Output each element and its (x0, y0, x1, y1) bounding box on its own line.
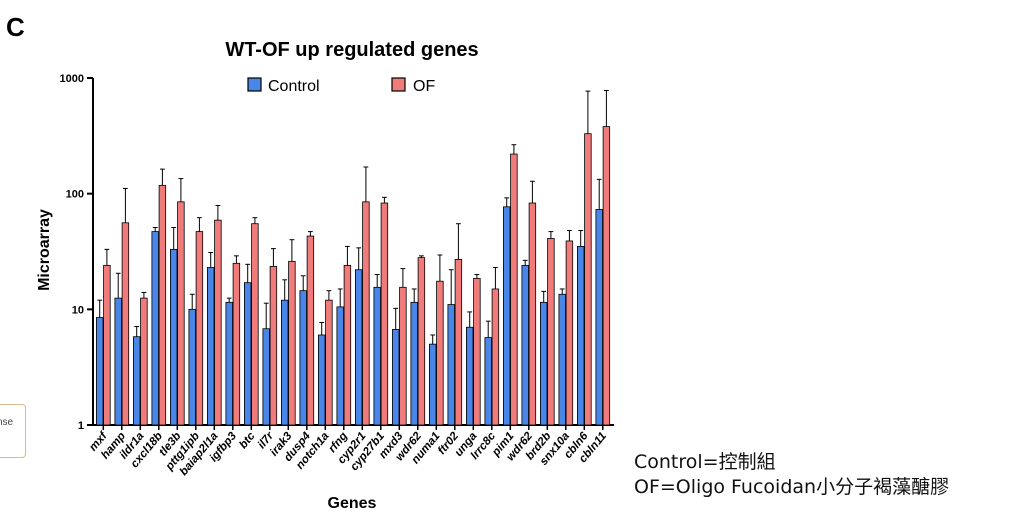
bar-of (306, 235, 315, 426)
bar-of (417, 257, 426, 426)
bar-of (362, 201, 370, 426)
legend-swatch-of (391, 77, 406, 92)
bar-of (399, 286, 407, 426)
bar-control (354, 269, 363, 426)
bar-of (232, 262, 241, 426)
bar-control (428, 343, 437, 426)
bar-of (510, 153, 518, 426)
bar-control (225, 301, 233, 426)
bar-control (540, 301, 548, 426)
bar-control (502, 206, 511, 426)
bar-of (288, 260, 296, 426)
plot-area: 1101001000mxfhampildr1acxcl18btle3bpttg1… (60, 73, 614, 478)
bar-control (558, 293, 566, 426)
bar-control (262, 328, 270, 426)
bar-control (299, 290, 307, 426)
bar-of (269, 266, 278, 426)
bar-of (343, 264, 352, 426)
bar-control (96, 317, 104, 426)
side-fragment-box: nse (0, 404, 26, 458)
bar-control (447, 304, 455, 426)
note-control: Control=控制組 (634, 451, 776, 473)
bar-of (195, 231, 204, 426)
bar-of (491, 288, 500, 426)
legend-label-of: OF (413, 78, 435, 95)
bar-of (584, 133, 592, 426)
bar-control (373, 286, 381, 426)
bar-control (521, 264, 529, 426)
bar-control (169, 248, 178, 426)
bar-of (251, 223, 259, 426)
bar-control (132, 336, 141, 426)
bar-control (280, 299, 289, 426)
bar-control (410, 301, 418, 426)
bar-of (177, 201, 185, 426)
bar-of (103, 264, 111, 426)
bar-of (547, 238, 555, 426)
y-tick-label: 10 (72, 304, 84, 316)
bar-control (243, 282, 252, 426)
bar-control (336, 306, 344, 426)
bar-of (380, 202, 389, 426)
bar-control (465, 326, 474, 426)
bar-of (214, 219, 222, 426)
legend-swatch-control (247, 77, 262, 92)
chart-title: WT-OF up regulated genes (225, 39, 478, 61)
panel-letter: C (6, 12, 25, 42)
y-tick-label: 1 (78, 420, 84, 432)
bar-of (325, 299, 333, 426)
legend: Control OF (247, 77, 435, 95)
y-tick-label: 1000 (60, 73, 84, 85)
bar-of (602, 126, 611, 426)
bar-of (436, 280, 444, 426)
bar-control (114, 297, 122, 426)
bar-control (595, 209, 603, 426)
bar-of (528, 202, 537, 426)
bar-control (206, 267, 215, 426)
bar-of (140, 297, 148, 426)
y-axis-label: Microarray (36, 209, 53, 291)
bar-control (484, 337, 492, 426)
note-of: OF=Oligo Fucoidan小分子褐藻醣膠 (634, 476, 950, 498)
bar-of (158, 184, 167, 426)
bar-control (151, 231, 159, 426)
y-tick-label: 100 (66, 189, 84, 201)
legend-label-control: Control (268, 78, 320, 95)
bar-control (577, 246, 585, 426)
bar-of (565, 240, 574, 426)
bar-control (188, 308, 196, 426)
side-fragment-text: nse (0, 417, 14, 428)
x-axis-label: Genes (328, 495, 377, 512)
bar-of (473, 278, 481, 426)
bar-control (317, 334, 326, 426)
x-tick-label: btc (237, 430, 258, 451)
bar-control (391, 329, 400, 426)
bar-of (454, 259, 463, 426)
bar-of (121, 222, 130, 426)
